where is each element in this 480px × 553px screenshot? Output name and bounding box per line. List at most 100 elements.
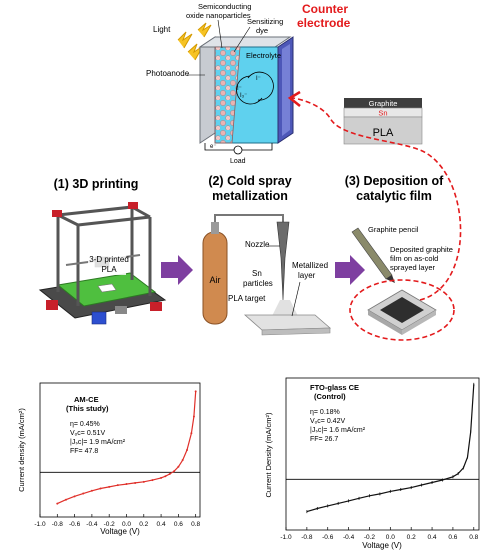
x-tick-label: -0.2 — [364, 534, 376, 541]
x-tick-label: 0.2 — [407, 534, 416, 541]
chart2-ylabel: Current Density (mA/cm²) — [264, 412, 273, 498]
svg-text:Nozzle: Nozzle — [245, 240, 270, 249]
chart1-stat: η= 0.45% — [70, 421, 100, 428]
data-point — [99, 487, 102, 490]
chart1-stat: FF= 47.8 — [70, 448, 98, 455]
chart-am-ce: -1.0 -0.8 -0.6 -0.4 -0.2 0.0 0.2 0.4 0.6 0.8 Volt… — [17, 382, 201, 536]
data-point — [173, 470, 176, 473]
chart2-legend-title: FTO-glass CE — [310, 383, 359, 392]
load-symbol — [233, 145, 243, 155]
data-point — [82, 492, 85, 495]
chart2-stat: η= 0.18% — [310, 409, 340, 416]
svg-text:Air: Air — [210, 275, 221, 285]
svg-text:particles: particles — [243, 279, 273, 288]
nanoparticle-layer — [214, 46, 241, 144]
connector-arrowhead — [287, 90, 301, 107]
svg-text:Sn: Sn — [252, 269, 262, 278]
jv-curve — [306, 384, 475, 513]
data-point — [192, 415, 195, 418]
chart1-xlabel: Voltage (V) — [100, 527, 140, 536]
x-tick-label: 0.8 — [469, 534, 478, 541]
pla-target — [243, 314, 332, 331]
data-point — [194, 390, 197, 393]
svg-text:(This study): (This study) — [66, 404, 109, 413]
x-tick-label: -1.0 — [34, 521, 46, 528]
photoanode-glass — [199, 36, 216, 144]
step1-title: (1) 3D printing — [54, 177, 139, 191]
counter-electrode-title: Counter — [302, 2, 348, 16]
svg-text:catalytic film: catalytic film — [356, 189, 432, 203]
data-point — [64, 498, 67, 501]
jv-curve — [57, 391, 197, 505]
svg-text:Graphite: Graphite — [369, 99, 398, 108]
chart2-stat: Vₒc= 0.42V — [310, 418, 345, 425]
deposition-illustration: Graphite pencil Deposited graphite film … — [349, 225, 455, 341]
light-bolt-icon — [177, 31, 193, 49]
data-point — [108, 485, 111, 488]
svg-text:Sn: Sn — [378, 109, 387, 118]
dssc-cell-diagram: Light I⁻ I₃⁻ I⁻ e⁻ Load Semiconducting o… — [146, 2, 351, 165]
svg-text:Deposited graphite: Deposited graphite — [390, 245, 453, 254]
data-point — [181, 459, 184, 462]
x-tick-label: -0.8 — [301, 534, 313, 541]
x-tick-label: -0.6 — [69, 521, 81, 528]
data-point — [186, 449, 189, 451]
layer-stack: Graphite Sn PLA — [343, 98, 423, 145]
chart2-xlabel: Voltage (V) — [362, 541, 402, 550]
x-tick-label: 0.0 — [386, 534, 395, 541]
x-tick-label: 0.4 — [157, 521, 166, 528]
x-tick-label: 0.6 — [174, 521, 183, 528]
svg-text:I⁻: I⁻ — [256, 76, 261, 82]
x-tick-label: 0.2 — [139, 521, 148, 528]
process-arrow-1 — [161, 255, 193, 285]
chart1-stat: Vₒc= 0.51V — [70, 430, 105, 437]
svg-text:electrode: electrode — [297, 16, 351, 30]
svg-text:PLA: PLA — [101, 265, 117, 274]
svg-text:dye: dye — [256, 26, 268, 35]
x-tick-label: -0.4 — [86, 521, 98, 528]
data-point — [164, 475, 167, 478]
spray-nozzle — [276, 221, 290, 301]
svg-text:film on as-cold: film on as-cold — [390, 254, 438, 263]
light-label: Light — [153, 25, 171, 34]
svg-text:metallization: metallization — [212, 189, 288, 203]
x-tick-label: 0.6 — [448, 534, 457, 541]
data-point — [142, 480, 145, 483]
zoom-connector — [292, 97, 462, 301]
pla-layer — [343, 116, 423, 145]
light-bolt-icon — [197, 22, 212, 38]
graphite-film — [380, 297, 424, 323]
data-point — [56, 502, 59, 505]
svg-text:Photoanode: Photoanode — [146, 69, 190, 78]
svg-text:PLA: PLA — [373, 127, 394, 139]
data-point — [168, 473, 171, 476]
x-tick-label: -0.8 — [52, 521, 64, 528]
chart1-stat: |Jₛc|= 1.9 mA/cm² — [70, 439, 126, 446]
x-tick-label: -0.6 — [322, 534, 334, 541]
chart2-stat: |Jₛc|= 1.6 mA/cm² — [310, 427, 366, 434]
data-point — [116, 484, 119, 487]
svg-text:e⁻: e⁻ — [210, 144, 217, 150]
x-tick-label: 0.4 — [428, 534, 437, 541]
x-tick-label: -0.2 — [104, 521, 116, 528]
svg-text:Load: Load — [230, 158, 246, 165]
svg-text:(Control): (Control) — [314, 392, 346, 401]
x-tick-label: -0.4 — [343, 534, 355, 541]
chart2-plot-frame — [285, 377, 480, 531]
x-tick-label: 0.0 — [122, 521, 131, 528]
svg-text:3-D printed: 3-D printed — [89, 255, 129, 264]
svg-text:I⁻: I⁻ — [237, 86, 242, 92]
data-point — [177, 465, 180, 468]
printer-illustration: 3-D printed PLA — [38, 202, 167, 325]
data-point — [134, 481, 137, 484]
graphite-layer — [344, 98, 422, 108]
svg-text:oxide nanoparticles: oxide nanoparticles — [186, 11, 251, 20]
svg-text:I₃⁻: I₃⁻ — [240, 93, 247, 99]
svg-text:sprayed layer: sprayed layer — [390, 263, 436, 272]
chart2-stat: FF= 26.7 — [310, 436, 338, 443]
data-point — [160, 476, 163, 479]
svg-text:layer: layer — [298, 271, 316, 280]
svg-text:Sensitizing: Sensitizing — [247, 17, 283, 26]
svg-text:Graphite pencil: Graphite pencil — [368, 225, 419, 234]
